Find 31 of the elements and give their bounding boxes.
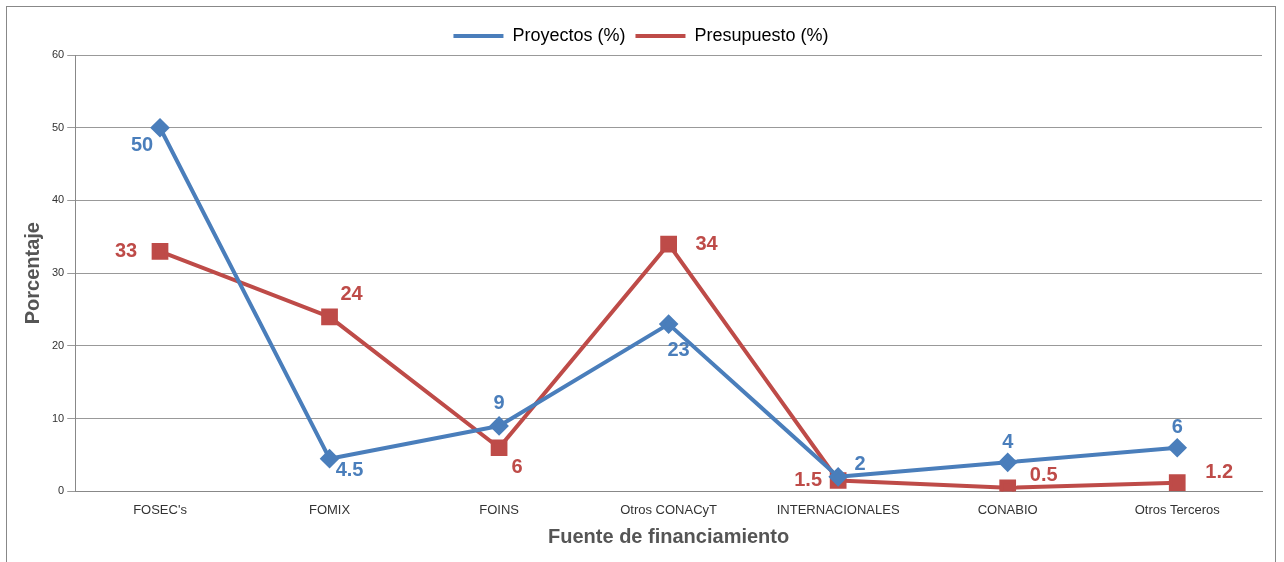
x-tick-label: INTERNACIONALES xyxy=(776,501,900,517)
data-label: 0.5 xyxy=(1029,463,1058,486)
data-label: 6 xyxy=(1171,415,1183,438)
x-axis-title: Fuente de financiamiento xyxy=(548,524,790,547)
data-label: 34 xyxy=(695,231,719,254)
legend-label: Presupuesto (%) xyxy=(694,24,829,45)
data-label: 4.5 xyxy=(335,458,364,481)
data-label: 2 xyxy=(854,452,866,475)
data-label: 33 xyxy=(114,238,138,261)
data-label: 6 xyxy=(511,455,523,478)
y-tick-label: 60 xyxy=(51,48,65,61)
data-label: 9 xyxy=(493,391,505,414)
x-tick-label: FOSEC's xyxy=(133,501,188,517)
x-tick-label: Otros Terceros xyxy=(1134,501,1221,517)
x-tick-label: FOMIX xyxy=(308,501,351,517)
data-label: 50 xyxy=(130,133,154,156)
y-tick-label: 10 xyxy=(51,411,65,424)
y-tick-label: 50 xyxy=(51,120,65,133)
data-label: 1.2 xyxy=(1205,460,1234,483)
legend-label: Proyectos (%) xyxy=(512,24,626,45)
y-tick-label: 20 xyxy=(51,338,65,351)
x-tick-label: Otros CONACyT xyxy=(620,501,718,517)
data-label: 24 xyxy=(340,282,364,305)
y-tick-label: 0 xyxy=(58,484,65,497)
y-tick-label: 30 xyxy=(51,266,65,279)
data-label: 1.5 xyxy=(794,468,823,491)
y-tick-label: 40 xyxy=(51,193,65,206)
data-label: 4 xyxy=(1002,429,1015,452)
x-tick-label: CONABIO xyxy=(977,501,1038,517)
y-axis-title: Porcentaje xyxy=(20,222,43,325)
x-tick-label: FOINS xyxy=(479,501,520,517)
